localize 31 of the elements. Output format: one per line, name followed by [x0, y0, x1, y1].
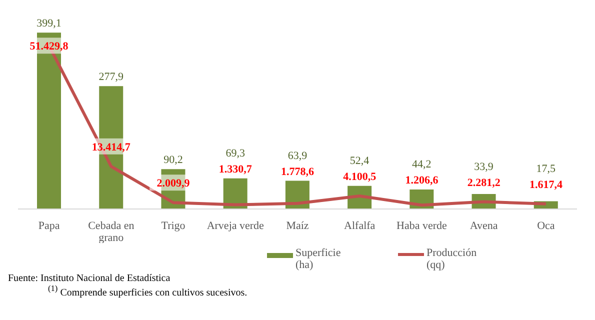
data-label: 1.778,6 [281, 166, 314, 178]
x-tick-label: Haba verde [396, 220, 448, 232]
data-label: 277,9 [98, 71, 124, 84]
data-label: 44,2 [412, 158, 432, 170]
data-label: 1.617,4 [529, 178, 563, 191]
data-label: 90,2 [164, 154, 183, 166]
x-tick-label: Papa [38, 220, 60, 232]
x-tick-label: Maíz [286, 220, 309, 232]
x-tick-label: Oca [537, 220, 555, 232]
data-label: 69,3 [226, 147, 246, 160]
data-label: 4.100,5 [343, 170, 377, 183]
data-label: 63,9 [288, 150, 308, 162]
source-note: Fuente: Instituto Nacional de Estadística [8, 273, 172, 284]
text: $^{(1)}$ Comprende superficies con cultivos sucesivos. [48, 284, 248, 298]
data-label: 399,1 [36, 18, 62, 30]
data-label: 1.206,6 [405, 174, 439, 186]
data-label: 13.414,7 [92, 141, 131, 154]
x-tick-label: Alfalfa [344, 220, 376, 232]
x-tick-label: Cebada en grano [88, 220, 135, 244]
data-label: 51.429,8 [30, 40, 69, 53]
x-tick-label: Trigo [161, 220, 186, 232]
data-label: 17,5 [536, 162, 556, 175]
x-tick-label: Avena [470, 220, 498, 232]
x-tick-label: Arveja verde [206, 220, 264, 232]
data-label: 33,9 [474, 160, 494, 173]
data-label: 2.009,9 [156, 178, 190, 190]
data-label: 1.330,7 [218, 163, 252, 176]
legend-label: Superficie (ha) [296, 247, 342, 271]
data-label: 2.281,2 [467, 176, 501, 189]
data-label: 52,4 [350, 154, 370, 167]
legend-label: Producción (qq) [426, 247, 478, 271]
